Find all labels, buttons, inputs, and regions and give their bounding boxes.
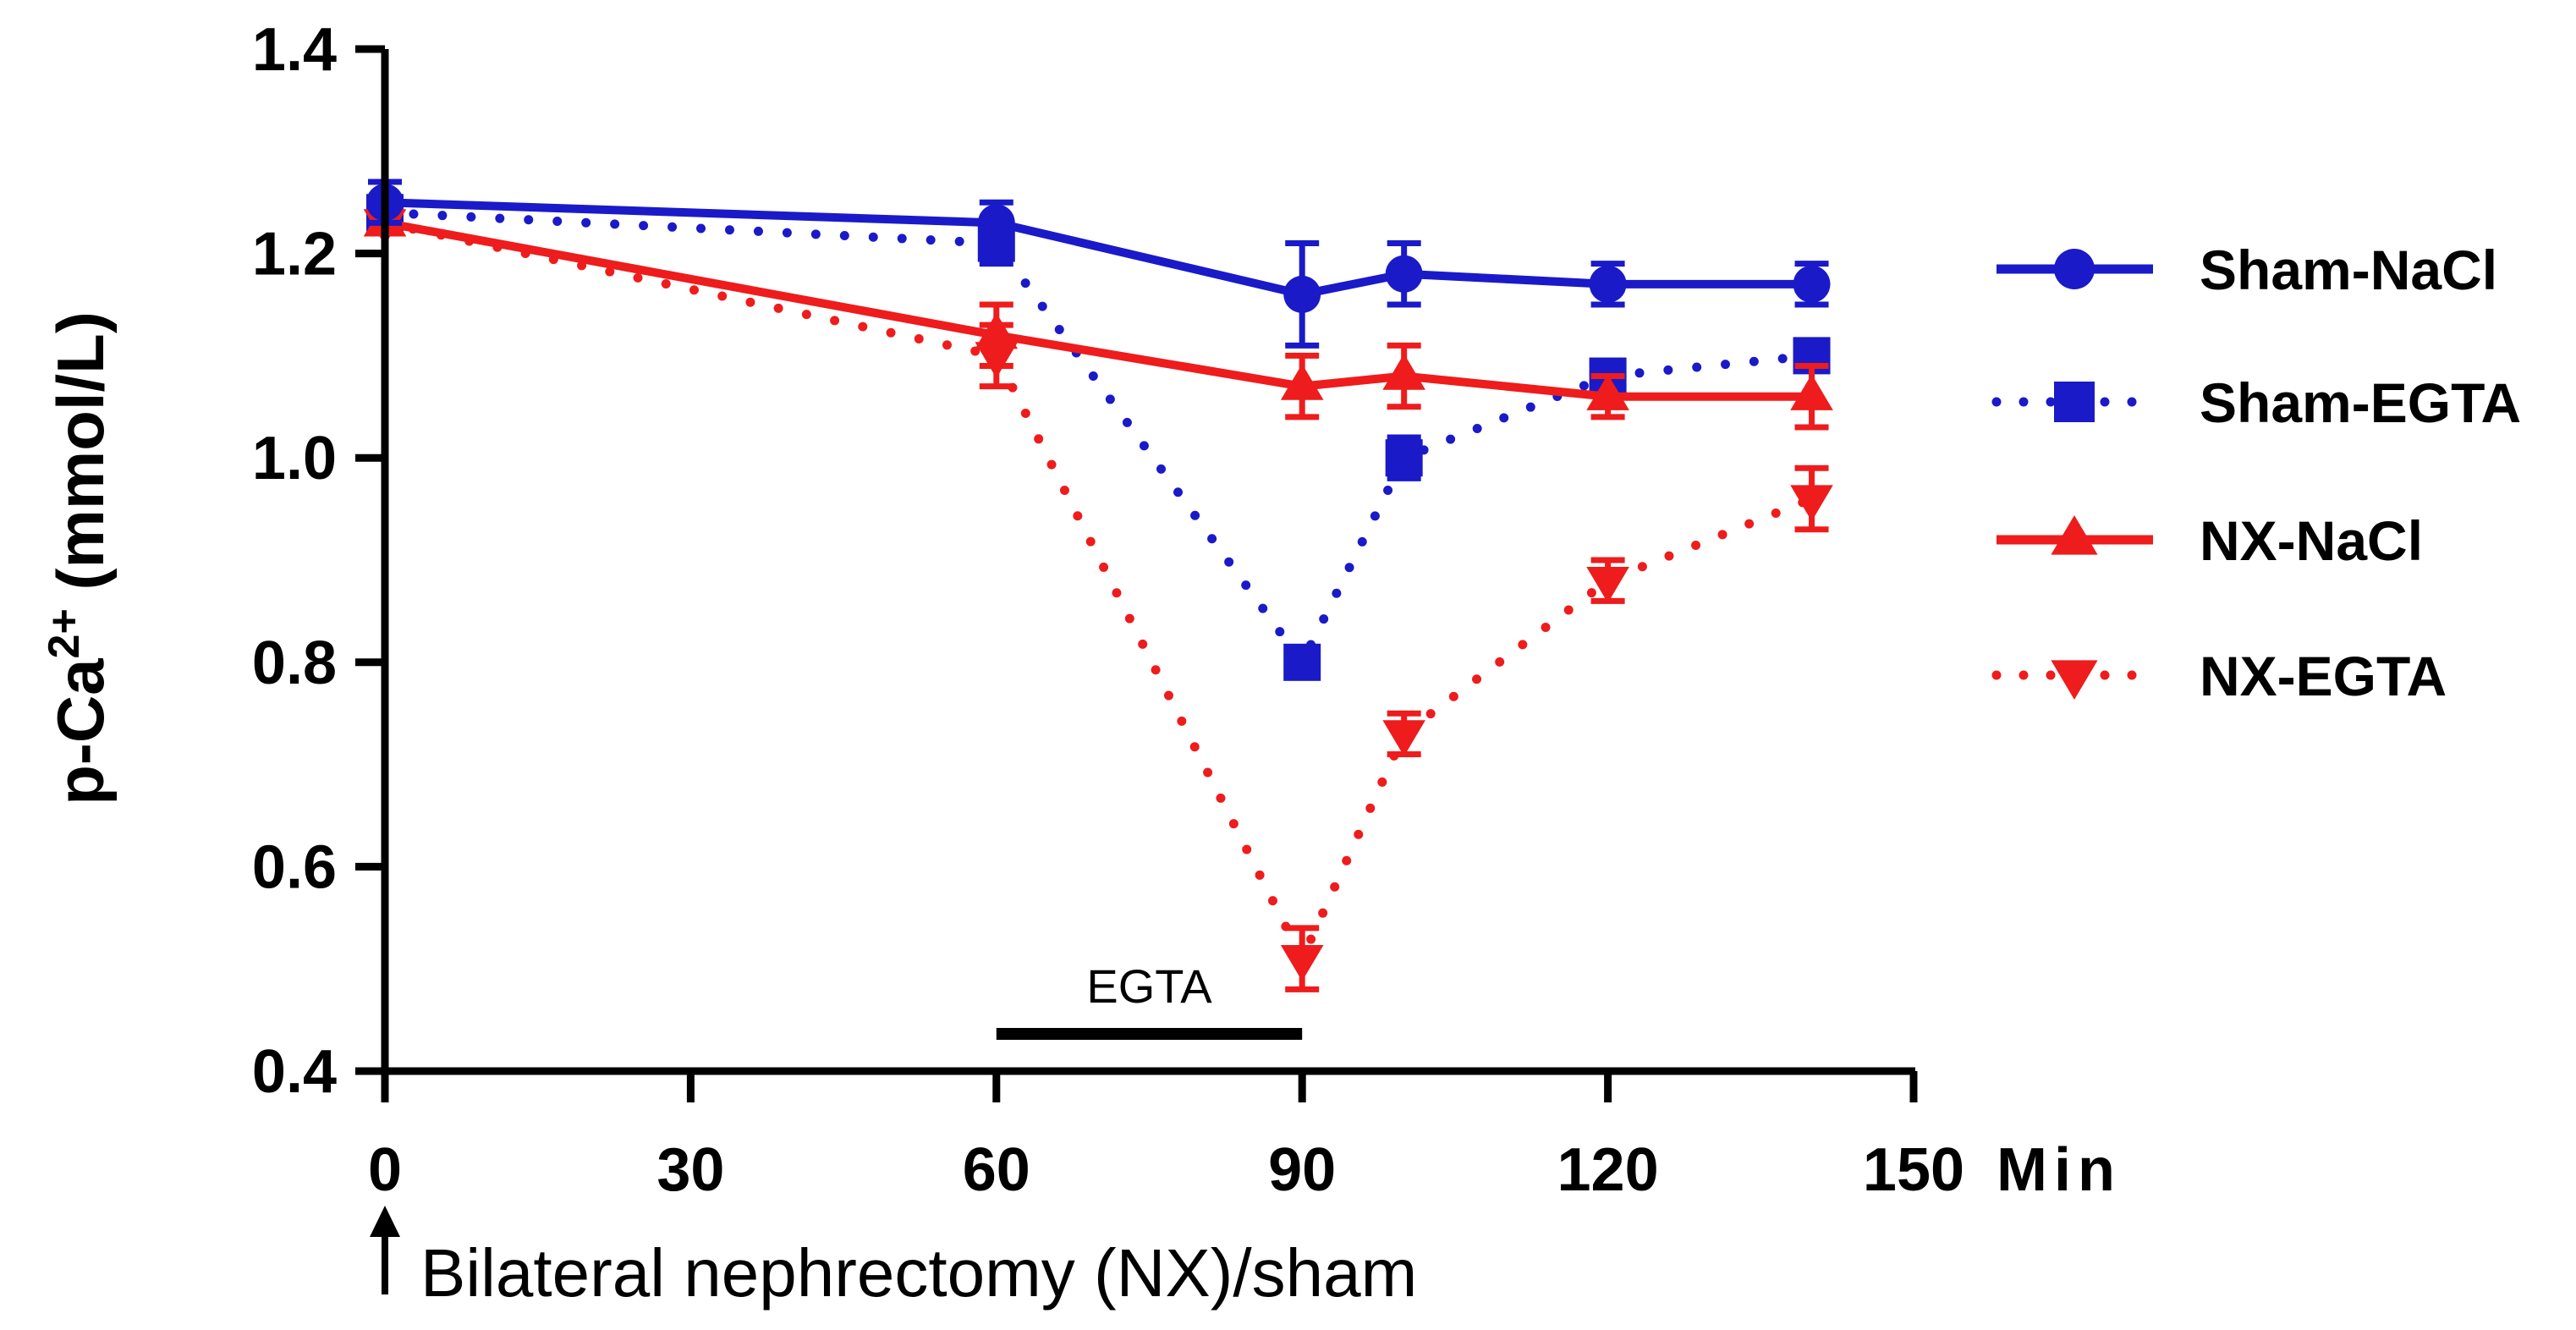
data-point (975, 312, 1019, 349)
start-arrow (370, 1206, 400, 1294)
egta-label: EGTA (1086, 959, 1212, 1013)
y-tick-label: 1.4 (252, 16, 337, 84)
legend-item-sham-egta: Sham-EGTA (1991, 371, 2521, 434)
x-tick-label: 60 (963, 1136, 1030, 1204)
legend-item-sham-nacl: Sham-NaCl (1997, 239, 2497, 301)
data-point (1280, 364, 1324, 400)
data-point (1385, 439, 1423, 477)
x-tick-label: 90 (1268, 1136, 1336, 1204)
y-tick-label: 0.8 (252, 629, 337, 697)
legend-label: Sham-EGTA (2200, 371, 2521, 434)
series-line (380, 207, 1817, 668)
data-point (1382, 353, 1425, 390)
y-tick-label: 0.6 (252, 833, 337, 901)
data-point (1382, 720, 1425, 756)
legend-item-nx-nacl: NX-NaCl (1997, 509, 2423, 572)
data-point (1283, 643, 1321, 681)
axes: 0.4 0.6 0.8 1.0 1.2 1.4 0 30 60 90 120 150 (252, 16, 1964, 1204)
legend-marker (2054, 249, 2095, 289)
data-point (1586, 374, 1629, 410)
y-tick-label: 1.2 (252, 221, 337, 289)
data-point (1790, 374, 1833, 410)
legend-marker (2051, 515, 2098, 555)
data-point (1385, 255, 1423, 293)
series-line (384, 218, 1812, 401)
x-ticks: 0 30 60 90 120 150 (368, 1071, 1964, 1204)
x-tick-label: 120 (1557, 1136, 1659, 1204)
legend-label: Sham-NaCl (2200, 239, 2497, 301)
start-arrow-head (370, 1206, 400, 1237)
x-axis-note: Bilateral nephrectomy (NX)/sham (420, 1235, 1417, 1311)
data-point (1793, 265, 1831, 303)
series-layer (363, 179, 1833, 992)
data-point (1280, 944, 1324, 981)
legend-label: NX-NaCl (2200, 509, 2423, 572)
x-unit-label: Min (1997, 1136, 2122, 1204)
legend-marker (2051, 660, 2098, 700)
data-point (1586, 566, 1629, 603)
legend: Sham-NaCl Sham-EGTA NX-NaCl NX-EGTA (1991, 239, 2521, 707)
x-tick-label: 0 (368, 1136, 402, 1204)
legend-marker (2054, 382, 2095, 422)
legend-label: NX-EGTA (2200, 645, 2447, 707)
series-line (384, 198, 1812, 299)
egta-annotation: EGTA (996, 959, 1303, 1040)
y-tick-label: 1.0 (252, 425, 337, 492)
y-axis-title-main: p-Ca (43, 658, 118, 805)
data-point (1790, 485, 1833, 522)
x-tick-label: 150 (1863, 1136, 1964, 1204)
data-point (1283, 275, 1321, 313)
y-axis-title: p-Ca2+ (mmol/L) (40, 311, 118, 805)
legend-item-nx-egta: NX-EGTA (1991, 645, 2447, 707)
data-point (1589, 265, 1627, 303)
y-tick-label: 0.4 (252, 1038, 337, 1106)
x-tick-label: 30 (656, 1136, 724, 1204)
y-axis-title-units: (mmol/L) (43, 311, 118, 608)
series-nx-nacl (363, 200, 1833, 431)
y-axis-title-sup: 2+ (40, 608, 89, 658)
series-line (380, 217, 1817, 964)
data-point (977, 204, 1015, 242)
y-ticks: 0.4 0.6 0.8 1.0 1.2 1.4 (252, 16, 385, 1106)
series-nx-egta (363, 209, 1833, 992)
